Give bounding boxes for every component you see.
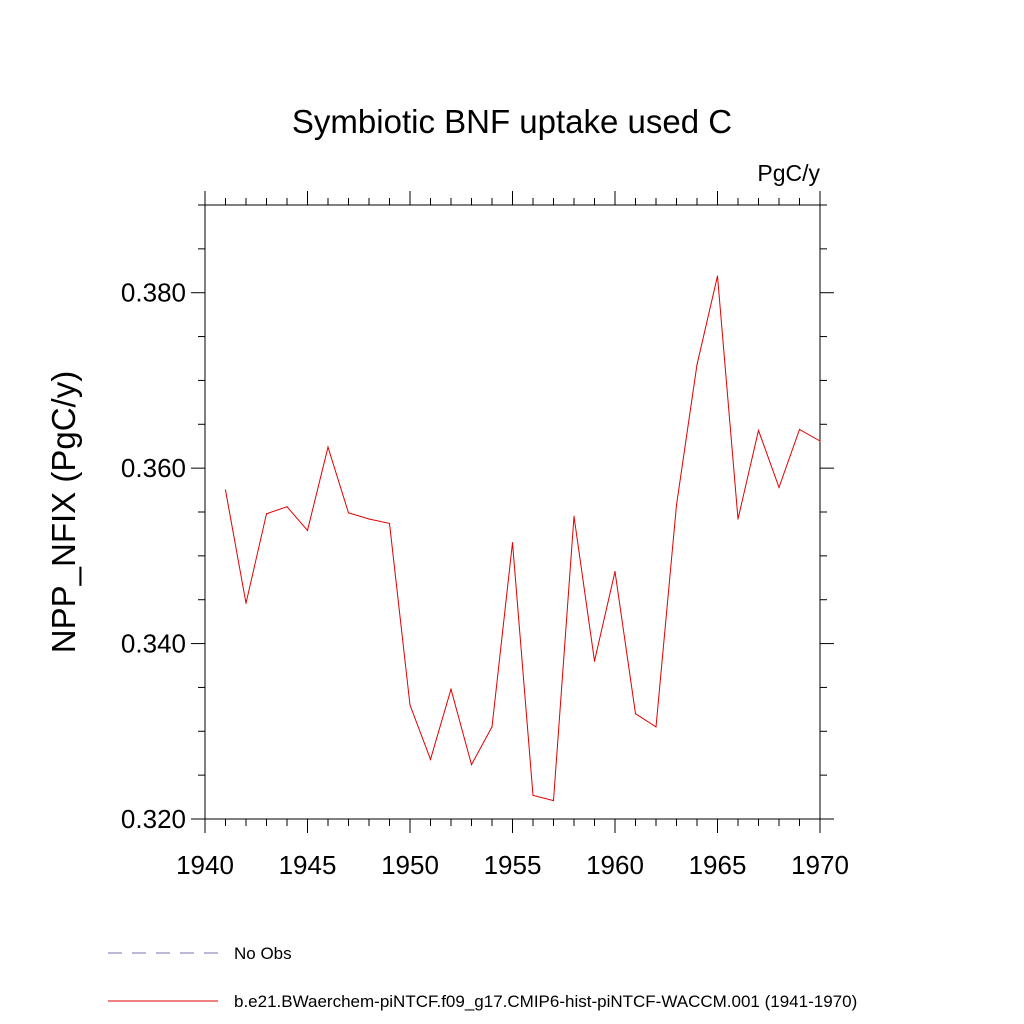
data-point	[737, 518, 739, 520]
chart-title: Symbiotic BNF uptake used C	[292, 103, 732, 140]
data-point	[224, 489, 227, 491]
data-point	[511, 542, 514, 544]
data-point	[347, 512, 350, 514]
y-tick-label: 0.360	[121, 453, 186, 483]
data-point	[532, 794, 534, 796]
data-point	[593, 660, 596, 662]
data-point	[327, 446, 329, 448]
legend-label-no-obs: No Obs	[234, 944, 292, 963]
data-point	[245, 602, 247, 604]
y-tick-label: 0.380	[121, 278, 186, 308]
axis-ticks	[191, 191, 834, 833]
series-group	[224, 275, 821, 802]
y-tick-label: 0.340	[121, 629, 186, 659]
data-point	[798, 428, 801, 431]
data-point	[716, 275, 719, 277]
legend-label-model: b.e21.BWaerchem-piNTCF.f09_g17.CMIP6-his…	[234, 992, 857, 1011]
units-label: PgC/y	[757, 160, 820, 186]
data-point	[757, 429, 760, 432]
x-tick-label: 1940	[176, 850, 234, 880]
y-axis-label: NPP_NFIX (PgC/y)	[45, 371, 82, 653]
data-point	[388, 522, 391, 525]
data-point	[778, 486, 780, 489]
data-point	[552, 799, 555, 802]
data-point	[634, 713, 637, 715]
x-tick-labels: 1940 1945 1950 1955 1960 1965 1970	[176, 850, 849, 880]
data-point	[614, 571, 616, 573]
y-tick-labels: 0.320 0.340 0.360 0.380	[121, 278, 186, 834]
series-line	[225, 275, 821, 802]
data-point	[286, 506, 288, 508]
x-tick-label: 1955	[484, 850, 542, 880]
x-tick-label: 1965	[689, 850, 747, 880]
data-point	[470, 764, 473, 766]
data-point	[409, 704, 411, 706]
data-point	[655, 726, 657, 728]
data-point	[306, 529, 309, 532]
data-point	[819, 440, 821, 442]
data-point	[696, 364, 698, 366]
x-tick-label: 1960	[586, 850, 644, 880]
data-point	[491, 726, 493, 728]
data-point	[450, 688, 452, 690]
plot-frame	[204, 204, 821, 820]
data-point	[429, 758, 432, 760]
x-tick-label: 1950	[381, 850, 439, 880]
legend: No Obs b.e21.BWaerchem-piNTCF.f09_g17.CM…	[108, 944, 857, 1011]
x-tick-label: 1945	[279, 850, 337, 880]
data-point	[265, 513, 268, 515]
data-point	[573, 515, 575, 517]
y-tick-label: 0.320	[121, 804, 186, 834]
x-tick-label: 1970	[791, 850, 849, 880]
data-point	[368, 518, 370, 520]
data-point	[675, 504, 678, 506]
